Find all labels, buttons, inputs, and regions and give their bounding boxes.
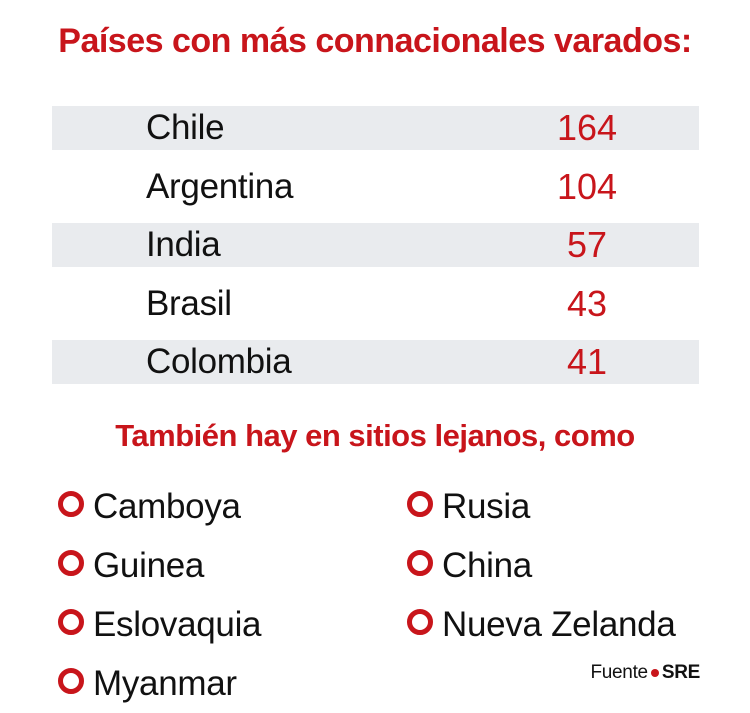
country-count: 41 (566, 341, 608, 383)
table-row: Argentina 104 (52, 162, 699, 221)
table-row: Chile 164 (52, 103, 699, 162)
circle-bullet-icon (407, 490, 433, 517)
country-count: 43 (566, 282, 608, 324)
place-name: Nueva Zelanda (442, 604, 676, 644)
list-item: Rusia (407, 477, 675, 536)
country-name: India (146, 225, 221, 265)
place-name: Myanmar (93, 663, 237, 703)
list-item: Guinea (58, 536, 261, 595)
list-item: Eslovaquia (58, 595, 262, 654)
list-item: Myanmar (58, 654, 261, 713)
place-name: China (442, 545, 532, 585)
circle-bullet-icon (58, 667, 84, 694)
circle-bullet-icon (58, 608, 84, 635)
table-row: Colombia 41 (52, 337, 699, 396)
list-item: Nueva Zelanda (407, 595, 676, 654)
place-name: Eslovaquia (93, 604, 262, 644)
circle-bullet-icon (407, 549, 433, 576)
country-name: Chile (146, 108, 225, 147)
table-row: Brasil 43 (52, 279, 699, 338)
circle-bullet-icon (407, 608, 433, 635)
country-count: 57 (566, 224, 608, 266)
place-name: Camboya (93, 486, 241, 526)
source-credit: Fuente SRE (590, 662, 700, 684)
place-name: Rusia (442, 486, 530, 526)
country-name: Brasil (146, 283, 232, 323)
dot-separator-icon (650, 669, 659, 677)
table-row: India 57 (52, 220, 699, 279)
page-title: Países con más connacionales varados: (58, 22, 692, 60)
country-name: Argentina (146, 166, 294, 206)
source-label: Fuente (590, 662, 648, 683)
list-item: Camboya (58, 477, 261, 536)
place-name: Guinea (93, 545, 205, 585)
places-list-left: Camboya Guinea Eslovaquia Myanmar (58, 477, 262, 713)
list-item: China (407, 536, 675, 595)
source-org: SRE (661, 662, 700, 683)
places-list-right: Rusia China Nueva Zelanda (407, 477, 676, 654)
circle-bullet-icon (58, 549, 84, 576)
country-count: 164 (556, 107, 618, 148)
country-table: Chile 164 Argentina 104 India 57 Brasil … (52, 103, 699, 396)
circle-bullet-icon (58, 490, 84, 517)
section-subtitle: También hay en sitios lejanos, como (115, 418, 635, 453)
country-count: 104 (556, 165, 618, 207)
country-name: Colombia (146, 342, 292, 382)
